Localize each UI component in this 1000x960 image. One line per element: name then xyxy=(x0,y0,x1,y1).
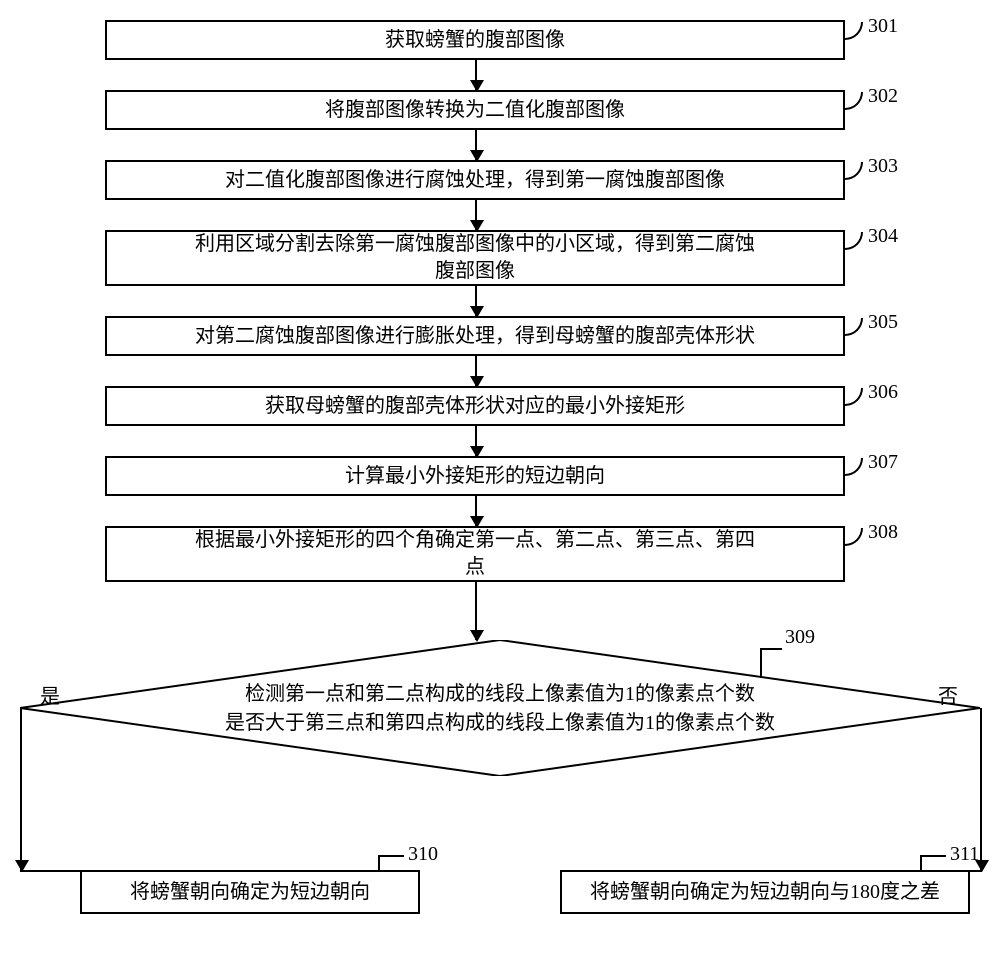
callout-curve xyxy=(845,162,863,180)
step-305: 对第二腐蚀腹部图像进行膨胀处理，得到母螃蟹的腹部壳体形状 xyxy=(105,316,845,356)
callout-line xyxy=(920,855,922,871)
callout-line xyxy=(378,855,380,871)
callout-curve xyxy=(845,92,863,110)
arrow-down xyxy=(475,356,477,386)
callout-curve xyxy=(845,318,863,336)
step-301: 获取螃蟹的腹部图像 xyxy=(105,20,845,60)
arrow-down xyxy=(475,200,477,230)
callout-curve xyxy=(845,458,863,476)
flowchart-canvas: 获取螃蟹的腹部图像 301 将腹部图像转换为二值化腹部图像 302 对二值化腹部… xyxy=(0,0,1000,960)
step-303: 对二值化腹部图像进行腐蚀处理，得到第一腐蚀腹部图像 xyxy=(105,160,845,200)
step-306: 获取母螃蟹的腹部壳体形状对应的最小外接矩形 xyxy=(105,386,845,426)
step-label-309: 309 xyxy=(785,626,815,649)
step-text: 获取母螃蟹的腹部壳体形状对应的最小外接矩形 xyxy=(265,393,685,420)
step-text: 将螃蟹朝向确定为短边朝向与180度之差 xyxy=(590,879,940,906)
step-label-311: 311 xyxy=(950,843,979,866)
callout-curve xyxy=(845,528,863,546)
no-label: 否 xyxy=(938,680,958,709)
step-label-303: 303 xyxy=(868,155,898,178)
step-text: 利用区域分割去除第一腐蚀腹部图像中的小区域，得到第二腐蚀腹部图像 xyxy=(195,231,755,285)
branch-yes-line xyxy=(20,708,22,870)
step-text: 根据最小外接矩形的四个角确定第一点、第二点、第三点、第四点 xyxy=(195,527,755,581)
arrow-down xyxy=(475,130,477,160)
step-302: 将腹部图像转换为二值化腹部图像 xyxy=(105,90,845,130)
arrow-down xyxy=(475,496,477,526)
step-307: 计算最小外接矩形的短边朝向 xyxy=(105,456,845,496)
callout-line xyxy=(760,648,782,650)
arrow-down xyxy=(475,582,477,640)
arrow-down xyxy=(475,60,477,90)
arrow-down xyxy=(475,426,477,456)
step-text: 获取螃蟹的腹部图像 xyxy=(385,27,565,54)
callout-line xyxy=(378,855,404,857)
branch-no-hline xyxy=(970,870,982,872)
yes-label: 是 xyxy=(40,680,60,709)
step-label-302: 302 xyxy=(868,85,898,108)
step-text: 对第二腐蚀腹部图像进行膨胀处理，得到母螃蟹的腹部壳体形状 xyxy=(195,323,755,350)
step-label-307: 307 xyxy=(868,451,898,474)
branch-no-line xyxy=(980,708,982,870)
step-label-304: 304 xyxy=(868,225,898,248)
callout-line xyxy=(920,855,946,857)
step-text: 将腹部图像转换为二值化腹部图像 xyxy=(325,97,625,124)
decision-text: 检测第一点和第二点构成的线段上像素值为1的像素点个数 是否大于第三点和第四点构成… xyxy=(20,680,980,738)
step-304: 利用区域分割去除第一腐蚀腹部图像中的小区域，得到第二腐蚀腹部图像 xyxy=(105,230,845,286)
step-label-310: 310 xyxy=(408,843,438,866)
step-text: 对二值化腹部图像进行腐蚀处理，得到第一腐蚀腹部图像 xyxy=(225,167,725,194)
step-text: 计算最小外接矩形的短边朝向 xyxy=(345,463,605,490)
arrow-down xyxy=(475,286,477,316)
result-311: 将螃蟹朝向确定为短边朝向与180度之差 xyxy=(560,870,970,914)
step-label-308: 308 xyxy=(868,521,898,544)
step-label-306: 306 xyxy=(868,381,898,404)
decision-309: 检测第一点和第二点构成的线段上像素值为1的像素点个数 是否大于第三点和第四点构成… xyxy=(20,640,980,776)
step-label-301: 301 xyxy=(868,15,898,38)
step-text: 将螃蟹朝向确定为短边朝向 xyxy=(130,879,370,906)
callout-curve xyxy=(845,232,863,250)
callout-curve xyxy=(845,388,863,406)
step-308: 根据最小外接矩形的四个角确定第一点、第二点、第三点、第四点 xyxy=(105,526,845,582)
callout-curve xyxy=(845,22,863,40)
result-310: 将螃蟹朝向确定为短边朝向 xyxy=(80,870,420,914)
step-label-305: 305 xyxy=(868,311,898,334)
callout-line xyxy=(760,648,762,678)
branch-yes-hline xyxy=(20,870,80,872)
